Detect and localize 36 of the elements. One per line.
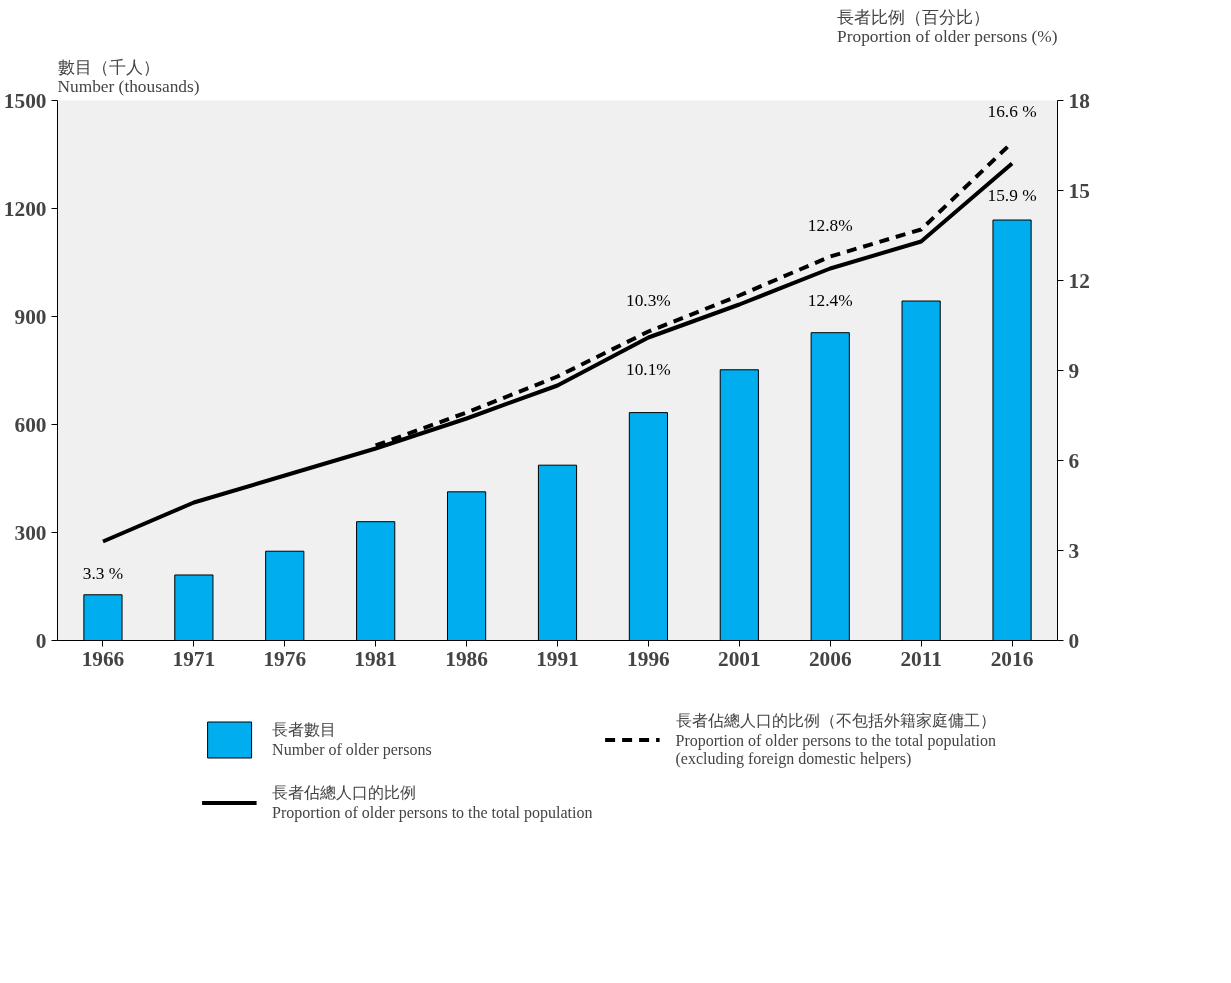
- y-tick-label: 1200: [3, 196, 47, 221]
- y-tick-label: 900: [14, 304, 47, 329]
- y-axis-title: 數目（千人） Number (thousands): [57, 57, 200, 96]
- y2-tick-label: 15: [1068, 178, 1090, 203]
- y2-tick-label: 9: [1068, 358, 1080, 383]
- y2-tick-label: 6: [1068, 448, 1080, 473]
- y2-tick-label: 18: [1068, 88, 1090, 113]
- x-tick-label: 1996: [627, 646, 671, 671]
- data-label: 15.9 %: [987, 185, 1037, 205]
- x-tick-label: 2001: [717, 646, 761, 671]
- x-tick-label: 2011: [900, 646, 942, 671]
- y-tick-label: 0: [35, 628, 47, 653]
- y2-tick-label: 3: [1068, 538, 1080, 563]
- data-label: 10.1%: [626, 359, 671, 379]
- y-tick-label: 600: [14, 412, 47, 437]
- legend-label: 長者數目 Number of older persons: [272, 720, 432, 759]
- y2-tick-label: 0: [1068, 628, 1080, 653]
- data-label: 12.8%: [807, 215, 853, 235]
- y-tick-label: 300: [14, 520, 47, 545]
- x-tick-label: 1981: [354, 646, 398, 671]
- legend-label: 長者佔總人口的比例 Proportion of older persons to the total population: [272, 783, 593, 822]
- data-label: 10.3%: [626, 290, 671, 310]
- y2-tick-label: 12: [1068, 268, 1090, 293]
- x-tick-label: 1976: [263, 646, 307, 671]
- data-label: 3.3 %: [82, 563, 124, 583]
- data-label: 16.6 %: [987, 101, 1037, 121]
- x-tick-label: 2006: [808, 646, 852, 671]
- x-tick-label: 1991: [536, 646, 579, 671]
- x-tick-label: 1971: [172, 646, 216, 671]
- legend-label: 長者佔總人口的比例（不包括外籍家庭傭工） Proportion of older persons to the total population (excluding foreign domestic helpers): [675, 711, 996, 768]
- data-label: 12.4%: [807, 290, 853, 310]
- y2-axis-title: 長者比例（百分比） Proportion of older persons (%): [837, 7, 1058, 46]
- x-tick-label: 1986: [445, 646, 489, 671]
- x-tick-label: 1966: [81, 646, 125, 671]
- x-tick-label: 2016: [990, 646, 1034, 671]
- y-tick-label: 1500: [3, 88, 47, 113]
